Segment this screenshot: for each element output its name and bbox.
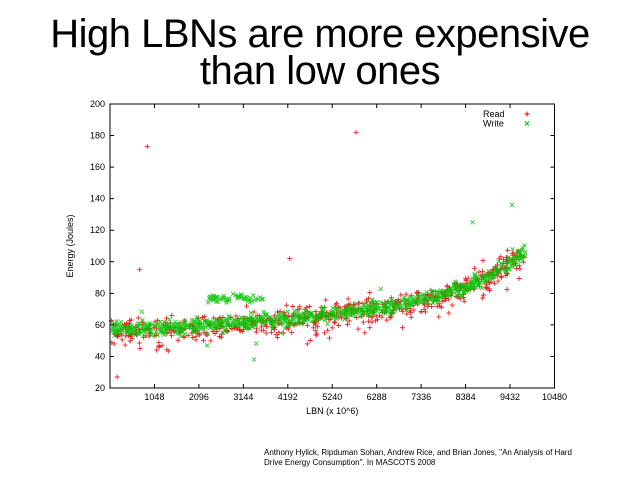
y-axis-label: Energy (Joules)	[65, 214, 75, 277]
series-write-points	[110, 202, 528, 362]
x-tick-label: 9432	[500, 392, 520, 402]
x-tick-label: 7336	[411, 392, 431, 402]
legend-marker-read	[524, 111, 530, 117]
y-tick-label: 100	[90, 257, 105, 267]
x-tick-label: 1048	[144, 392, 164, 402]
citation: Anthony Hylick, Ripduman Sohan, Andrew R…	[264, 448, 624, 468]
y-tick-label: 20	[95, 383, 105, 393]
scatter-plot-svg: 1048 2096 3144 4192 5240 6288 7336 8384 9432 1048…	[65, 99, 567, 416]
x-tick-label: 4192	[278, 392, 298, 402]
legend-label-write: Write	[483, 119, 504, 129]
plot-border	[109, 103, 555, 389]
x-tick-label: 8384	[456, 392, 476, 402]
y-tick-label: 200	[90, 99, 105, 109]
y-tick-label: 140	[90, 194, 105, 204]
title-line-2: than low ones	[199, 49, 441, 93]
y-tick-label: 80	[95, 288, 105, 298]
x-tick-label: 3144	[233, 392, 253, 402]
citation-line-1: Anthony Hylick, Ripduman Sohan, Andrew R…	[264, 448, 572, 457]
y-tick-label: 60	[95, 320, 105, 330]
citation-line-2: Drive Energy Consumption". In MASCOTS 20…	[264, 458, 436, 467]
title-line-1: High LBNs are more expensive	[50, 12, 590, 56]
legend-label-read: Read	[483, 109, 505, 119]
y-tick-label: 40	[95, 351, 105, 361]
series-read-points	[108, 129, 527, 380]
x-tick-label: 10480	[542, 392, 567, 402]
energy-vs-lbn-chart: 1048 2096 3144 4192 5240 6288 7336 8384 9432 1048…	[60, 95, 620, 435]
y-tick-label: 160	[90, 162, 105, 172]
x-tick-label: 5240	[322, 392, 342, 402]
x-axis-label: LBN (x 10^6)	[306, 406, 358, 416]
slide-title: High LBNs are more expensive than low one…	[0, 14, 640, 93]
y-tick-label: 120	[90, 225, 105, 235]
y-tick-label: 180	[90, 131, 105, 141]
legend-marker-write	[524, 121, 530, 126]
x-tick-label: 2096	[189, 392, 209, 402]
x-tick-label: 6288	[367, 392, 387, 402]
